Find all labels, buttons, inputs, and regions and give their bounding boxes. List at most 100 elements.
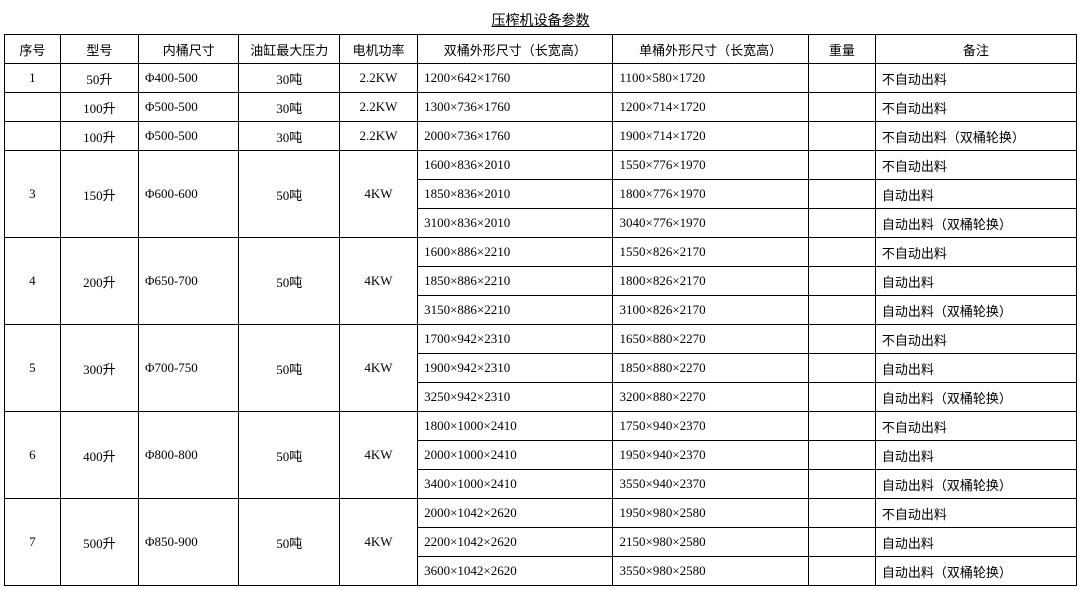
- cell-remark: 不自动出料: [875, 64, 1076, 93]
- cell-sgl: 1550×776×1970: [613, 151, 808, 180]
- cell-seq: 4: [5, 238, 61, 325]
- cell-weight: [808, 238, 875, 267]
- cell-inner: Φ500-500: [138, 122, 238, 151]
- cell-weight: [808, 209, 875, 238]
- cell-dbl: 2200×1042×2620: [418, 528, 613, 557]
- cell-seq: 7: [5, 499, 61, 586]
- table-row: 4200升Φ650-70050吨4KW1600×886×22101550×826…: [5, 238, 1077, 267]
- cell-remark: 自动出料: [875, 354, 1076, 383]
- cell-power: 4KW: [339, 238, 417, 325]
- cell-remark: 不自动出料: [875, 412, 1076, 441]
- cell-remark: 自动出料（双桶轮换）: [875, 296, 1076, 325]
- cell-weight: [808, 325, 875, 354]
- table-title: 压榨机设备参数: [5, 4, 1077, 35]
- cell-seq: 3: [5, 151, 61, 238]
- cell-inner: Φ500-500: [138, 93, 238, 122]
- table-row: 150升Φ400-50030吨2.2KW1200×642×17601100×58…: [5, 64, 1077, 93]
- cell-sgl: 1950×980×2580: [613, 499, 808, 528]
- cell-dbl: 1850×836×2010: [418, 180, 613, 209]
- cell-sgl: 1100×580×1720: [613, 64, 808, 93]
- cell-dbl: 1200×642×1760: [418, 64, 613, 93]
- cell-press: 30吨: [239, 64, 339, 93]
- cell-weight: [808, 93, 875, 122]
- cell-power: 4KW: [339, 325, 417, 412]
- header-weight: 重量: [808, 35, 875, 64]
- cell-remark: 自动出料（双桶轮换）: [875, 557, 1076, 586]
- cell-remark: 自动出料（双桶轮换）: [875, 209, 1076, 238]
- table-body: 150升Φ400-50030吨2.2KW1200×642×17601100×58…: [5, 64, 1077, 586]
- cell-weight: [808, 122, 875, 151]
- cell-press: 50吨: [239, 325, 339, 412]
- header-press: 油缸最大压力: [239, 35, 339, 64]
- title-row: 压榨机设备参数: [5, 4, 1077, 35]
- cell-weight: [808, 470, 875, 499]
- cell-dbl: 2000×1000×2410: [418, 441, 613, 470]
- cell-sgl: 1800×826×2170: [613, 267, 808, 296]
- table-row: 3150升Φ600-60050吨4KW1600×836×20101550×776…: [5, 151, 1077, 180]
- cell-weight: [808, 412, 875, 441]
- cell-sgl: 1850×880×2270: [613, 354, 808, 383]
- cell-remark: 不自动出料: [875, 93, 1076, 122]
- spec-table: 压榨机设备参数 序号 型号 内桶尺寸 油缸最大压力 电机功率 双桶外形尺寸（长宽…: [4, 4, 1077, 586]
- cell-weight: [808, 383, 875, 412]
- cell-sgl: 3100×826×2170: [613, 296, 808, 325]
- cell-dbl: 1900×942×2310: [418, 354, 613, 383]
- cell-power: 4KW: [339, 151, 417, 238]
- cell-remark: 自动出料（双桶轮换）: [875, 383, 1076, 412]
- cell-dbl: 3400×1000×2410: [418, 470, 613, 499]
- cell-weight: [808, 528, 875, 557]
- cell-remark: 自动出料: [875, 180, 1076, 209]
- cell-sgl: 1950×940×2370: [613, 441, 808, 470]
- header-sgl: 单桶外形尺寸（长宽高）: [613, 35, 808, 64]
- cell-dbl: 1800×1000×2410: [418, 412, 613, 441]
- cell-remark: 自动出料: [875, 267, 1076, 296]
- cell-model: 200升: [60, 238, 138, 325]
- cell-model: 150升: [60, 151, 138, 238]
- cell-sgl: 1800×776×1970: [613, 180, 808, 209]
- cell-remark: 不自动出料（双桶轮换）: [875, 122, 1076, 151]
- cell-sgl: 1200×714×1720: [613, 93, 808, 122]
- cell-power: 2.2KW: [339, 122, 417, 151]
- cell-dbl: 1700×942×2310: [418, 325, 613, 354]
- cell-model: 300升: [60, 325, 138, 412]
- cell-sgl: 3200×880×2270: [613, 383, 808, 412]
- cell-weight: [808, 180, 875, 209]
- cell-weight: [808, 499, 875, 528]
- table-row: 100升Φ500-50030吨2.2KW1300×736×17601200×71…: [5, 93, 1077, 122]
- cell-model: 100升: [60, 93, 138, 122]
- cell-dbl: 3100×836×2010: [418, 209, 613, 238]
- table-row: 7500升Φ850-90050吨4KW2000×1042×26201950×98…: [5, 499, 1077, 528]
- header-seq: 序号: [5, 35, 61, 64]
- cell-weight: [808, 354, 875, 383]
- header-row: 序号 型号 内桶尺寸 油缸最大压力 电机功率 双桶外形尺寸（长宽高） 单桶外形尺…: [5, 35, 1077, 64]
- header-remark: 备注: [875, 35, 1076, 64]
- cell-press: 50吨: [239, 412, 339, 499]
- cell-press: 30吨: [239, 122, 339, 151]
- cell-remark: 不自动出料: [875, 325, 1076, 354]
- cell-power: 2.2KW: [339, 64, 417, 93]
- cell-press: 50吨: [239, 151, 339, 238]
- cell-sgl: 1900×714×1720: [613, 122, 808, 151]
- cell-inner: Φ850-900: [138, 499, 238, 586]
- cell-inner: Φ800-800: [138, 412, 238, 499]
- cell-power: 2.2KW: [339, 93, 417, 122]
- cell-inner: Φ600-600: [138, 151, 238, 238]
- header-inner: 内桶尺寸: [138, 35, 238, 64]
- cell-dbl: 3600×1042×2620: [418, 557, 613, 586]
- cell-sgl: 3550×980×2580: [613, 557, 808, 586]
- cell-inner: Φ400-500: [138, 64, 238, 93]
- cell-dbl: 1600×886×2210: [418, 238, 613, 267]
- cell-press: 30吨: [239, 93, 339, 122]
- cell-weight: [808, 151, 875, 180]
- cell-model: 50升: [60, 64, 138, 93]
- header-model: 型号: [60, 35, 138, 64]
- cell-weight: [808, 296, 875, 325]
- cell-seq: 6: [5, 412, 61, 499]
- cell-press: 50吨: [239, 238, 339, 325]
- cell-sgl: 3550×940×2370: [613, 470, 808, 499]
- cell-sgl: 1650×880×2270: [613, 325, 808, 354]
- cell-seq: 5: [5, 325, 61, 412]
- cell-remark: 不自动出料: [875, 238, 1076, 267]
- cell-seq: 1: [5, 64, 61, 93]
- cell-dbl: 3150×886×2210: [418, 296, 613, 325]
